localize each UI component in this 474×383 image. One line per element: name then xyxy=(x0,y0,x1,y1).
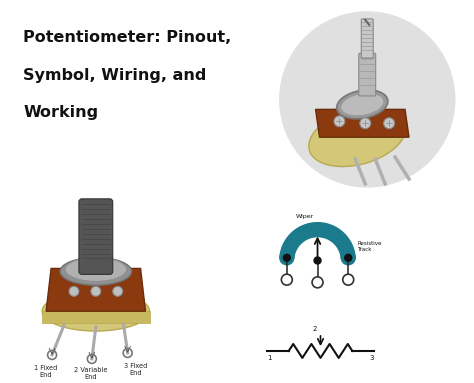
Text: Working: Working xyxy=(23,105,99,120)
Circle shape xyxy=(282,274,292,285)
Text: 3 Fixed
End: 3 Fixed End xyxy=(124,363,147,376)
Text: Resistive
Track: Resistive Track xyxy=(357,241,382,252)
Circle shape xyxy=(280,12,455,187)
Polygon shape xyxy=(316,110,409,137)
Circle shape xyxy=(345,254,352,261)
Text: 3: 3 xyxy=(369,355,374,361)
Ellipse shape xyxy=(60,257,132,285)
Text: 2: 2 xyxy=(312,326,317,332)
FancyBboxPatch shape xyxy=(361,19,373,59)
Circle shape xyxy=(312,277,323,288)
Circle shape xyxy=(383,118,394,129)
FancyBboxPatch shape xyxy=(359,53,376,96)
Text: 1: 1 xyxy=(267,355,272,361)
Circle shape xyxy=(343,274,354,285)
Ellipse shape xyxy=(337,90,388,119)
Circle shape xyxy=(280,251,294,265)
Polygon shape xyxy=(46,268,146,311)
Ellipse shape xyxy=(341,93,384,116)
Text: 2 Variable
End: 2 Variable End xyxy=(74,367,108,380)
Circle shape xyxy=(91,286,101,296)
Circle shape xyxy=(334,116,345,127)
Polygon shape xyxy=(42,311,149,323)
Circle shape xyxy=(69,286,79,296)
Circle shape xyxy=(360,118,371,129)
Circle shape xyxy=(113,286,123,296)
FancyBboxPatch shape xyxy=(79,199,113,274)
Circle shape xyxy=(283,254,290,261)
Text: 1 Fixed
End: 1 Fixed End xyxy=(35,365,58,378)
Polygon shape xyxy=(280,223,355,259)
Text: Symbol, Wiring, and: Symbol, Wiring, and xyxy=(23,68,207,83)
Circle shape xyxy=(341,251,355,265)
Ellipse shape xyxy=(309,108,406,167)
Ellipse shape xyxy=(42,291,149,331)
Text: Potentiometer: Pinout,: Potentiometer: Pinout, xyxy=(23,30,231,45)
Text: Wiper: Wiper xyxy=(296,214,314,219)
Ellipse shape xyxy=(65,257,127,282)
Circle shape xyxy=(314,257,321,264)
